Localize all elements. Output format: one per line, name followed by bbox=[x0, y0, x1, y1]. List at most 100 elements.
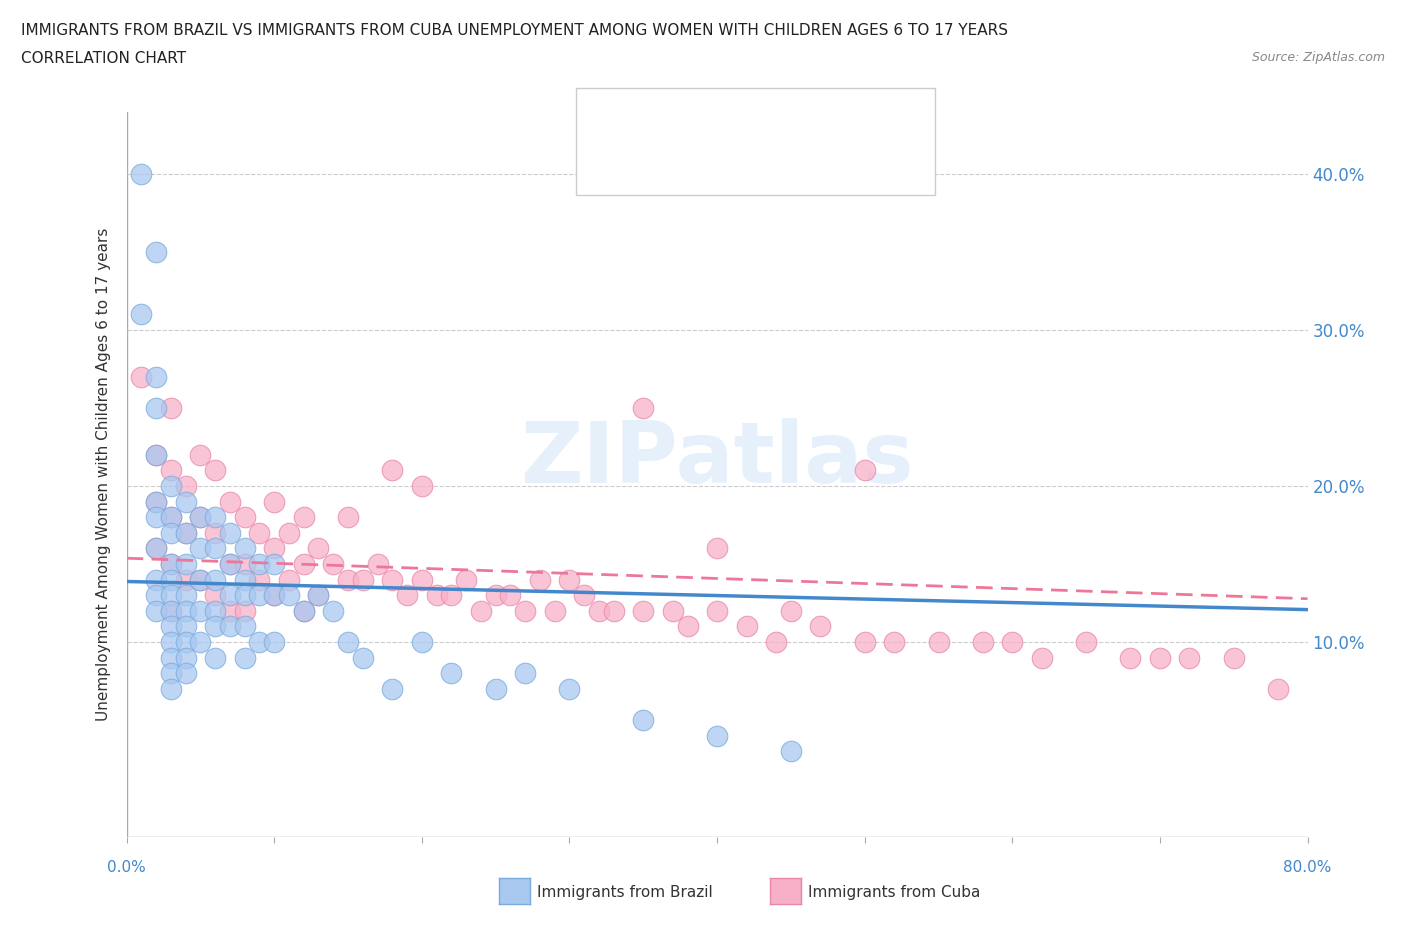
Point bbox=[233, 541, 256, 556]
Point bbox=[145, 510, 167, 525]
Text: Source: ZipAtlas.com: Source: ZipAtlas.com bbox=[1251, 51, 1385, 64]
Text: Immigrants from Cuba: Immigrants from Cuba bbox=[808, 885, 981, 900]
Point bbox=[188, 572, 212, 587]
Point bbox=[188, 541, 212, 556]
Point bbox=[160, 666, 183, 681]
Point bbox=[381, 463, 404, 478]
Point bbox=[484, 588, 508, 603]
Point bbox=[145, 541, 167, 556]
Point bbox=[204, 619, 226, 634]
Point bbox=[174, 525, 197, 540]
Point bbox=[1001, 634, 1024, 649]
Text: R =: R = bbox=[643, 107, 679, 126]
Point bbox=[780, 604, 803, 618]
Point bbox=[188, 634, 212, 649]
Text: CORRELATION CHART: CORRELATION CHART bbox=[21, 51, 186, 66]
Point bbox=[337, 634, 360, 649]
Point bbox=[204, 541, 226, 556]
Y-axis label: Unemployment Among Women with Children Ages 6 to 17 years: Unemployment Among Women with Children A… bbox=[96, 228, 111, 721]
Point bbox=[160, 510, 183, 525]
Point bbox=[145, 588, 167, 603]
Point bbox=[411, 634, 433, 649]
Point bbox=[574, 588, 596, 603]
Point bbox=[928, 634, 950, 649]
Point bbox=[381, 572, 404, 587]
Point bbox=[174, 525, 197, 540]
Point bbox=[219, 619, 242, 634]
Point bbox=[145, 572, 167, 587]
Point bbox=[263, 494, 285, 509]
Point bbox=[396, 588, 419, 603]
Point bbox=[706, 728, 728, 743]
Point bbox=[633, 401, 655, 416]
Point bbox=[440, 666, 463, 681]
Point bbox=[1119, 650, 1142, 665]
Text: 82: 82 bbox=[808, 160, 830, 179]
Point bbox=[456, 572, 478, 587]
Text: R =: R = bbox=[643, 160, 679, 179]
Point bbox=[219, 556, 242, 571]
Point bbox=[174, 588, 197, 603]
Point bbox=[233, 650, 256, 665]
Point bbox=[249, 525, 271, 540]
Point bbox=[263, 588, 285, 603]
Point bbox=[160, 604, 183, 618]
Point bbox=[706, 541, 728, 556]
Point bbox=[204, 604, 226, 618]
Point bbox=[529, 572, 551, 587]
Point bbox=[174, 572, 197, 587]
Point bbox=[853, 634, 876, 649]
Point bbox=[308, 588, 330, 603]
Point bbox=[160, 634, 183, 649]
Point bbox=[188, 447, 212, 462]
Point bbox=[972, 634, 994, 649]
Point bbox=[706, 604, 728, 618]
Point bbox=[1076, 634, 1098, 649]
Point bbox=[367, 556, 389, 571]
Point bbox=[204, 650, 226, 665]
Point bbox=[411, 479, 433, 494]
Point bbox=[337, 510, 360, 525]
Point bbox=[160, 463, 183, 478]
Point bbox=[160, 510, 183, 525]
Point bbox=[322, 556, 344, 571]
Point bbox=[278, 588, 301, 603]
Point bbox=[219, 556, 242, 571]
Text: ZIPatlas: ZIPatlas bbox=[520, 418, 914, 501]
Point bbox=[337, 572, 360, 587]
Point bbox=[603, 604, 626, 618]
Point bbox=[558, 682, 581, 697]
Point bbox=[249, 588, 271, 603]
Point bbox=[543, 604, 565, 618]
Point bbox=[219, 525, 242, 540]
Point bbox=[204, 525, 226, 540]
Point bbox=[292, 604, 315, 618]
Point bbox=[278, 525, 301, 540]
Point bbox=[633, 712, 655, 727]
Point bbox=[188, 510, 212, 525]
Point bbox=[352, 572, 374, 587]
Point bbox=[233, 510, 256, 525]
Point bbox=[174, 604, 197, 618]
Point bbox=[188, 510, 212, 525]
Point bbox=[233, 619, 256, 634]
Point bbox=[174, 650, 197, 665]
Point bbox=[145, 494, 167, 509]
Point bbox=[440, 588, 463, 603]
Text: -0.032: -0.032 bbox=[679, 107, 733, 126]
Point bbox=[292, 556, 315, 571]
Text: 80.0%: 80.0% bbox=[1284, 860, 1331, 875]
Point bbox=[174, 494, 197, 509]
Text: 74: 74 bbox=[808, 107, 830, 126]
Point bbox=[145, 541, 167, 556]
Point bbox=[145, 245, 167, 259]
Point bbox=[204, 588, 226, 603]
Point bbox=[883, 634, 905, 649]
Point bbox=[1267, 682, 1289, 697]
Point bbox=[188, 572, 212, 587]
Point bbox=[174, 634, 197, 649]
Point bbox=[263, 588, 285, 603]
Point bbox=[219, 494, 242, 509]
Text: 0.0%: 0.0% bbox=[107, 860, 146, 875]
Point bbox=[810, 619, 832, 634]
